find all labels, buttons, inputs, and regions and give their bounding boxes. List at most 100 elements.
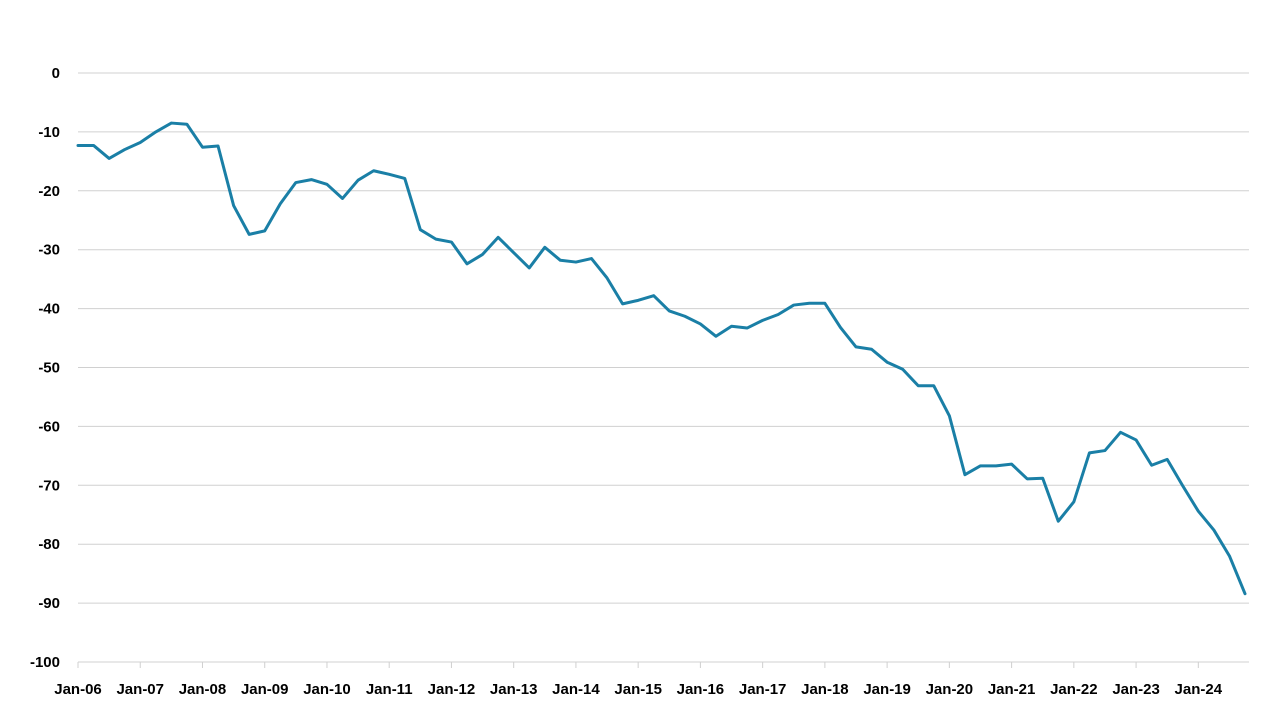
data-point [932,384,935,387]
data-point [481,253,484,256]
data-point [1088,451,1091,454]
data-point [792,304,795,307]
x-tick-label: Jan-13 [490,681,538,698]
data-point [730,325,733,328]
data-point [606,276,609,279]
y-tick-label: -80 [38,536,60,553]
y-tick-label: -90 [38,595,60,612]
y-axis-tick-labels: 0 -10 -20 -30 -40 -50 -60 -70 -80 -90 -100 [30,65,60,671]
data-point [1212,529,1215,532]
data-point [154,130,157,133]
data-point [403,177,406,180]
x-tick-label: Jan-18 [801,681,849,698]
data-point [761,319,764,322]
y-tick-label: -60 [38,418,60,435]
data-point [77,144,80,147]
data-point [450,241,453,244]
data-point [699,322,702,325]
data-point [963,473,966,476]
data-point [823,302,826,305]
data-point [248,233,251,236]
x-tick-label: Jan-08 [179,681,227,698]
data-point [543,246,546,249]
x-tick-label: Jan-16 [677,681,725,698]
data-point [1010,463,1013,466]
data-point [870,348,873,351]
data-point [217,145,220,148]
data-point [777,313,780,316]
data-point [497,236,500,239]
data-point [995,464,998,467]
x-tick-label: Jan-12 [428,681,476,698]
data-point [668,309,671,312]
data-point [839,326,842,329]
data-point [201,146,204,149]
data-point [294,181,297,184]
data-point [108,157,111,160]
data-point [372,169,375,172]
gridlines [78,72,1249,663]
data-point [123,148,126,151]
data-point [637,299,640,302]
x-tick-label: Jan-11 [366,681,413,698]
series-layer [76,121,1247,596]
data-point [855,345,858,348]
data-point [419,228,422,231]
data-point [1041,477,1044,480]
y-tick-label: -70 [38,477,60,494]
data-point [1181,484,1184,487]
x-axis-tick-labels: Jan-06 Jan-07 Jan-08 Jan-09 Jan-10 Jan-11 Jan-… [54,662,1223,698]
data-point [528,266,531,269]
y-tick-label: -20 [38,183,60,200]
x-tick-label: Jan-07 [116,681,164,698]
y-tick-label: -30 [38,242,60,259]
data-point [1244,592,1247,595]
data-point [512,251,515,254]
data-point [92,144,95,147]
data-point [1057,520,1060,523]
data-point [325,183,328,186]
data-point [1228,554,1231,557]
data-point [1197,510,1200,513]
data-point [263,229,266,232]
data-point [746,327,749,330]
x-tick-label: Jan-22 [1050,681,1098,698]
data-point [559,259,562,262]
x-tick-label: Jan-24 [1175,681,1223,698]
x-tick-label: Jan-20 [926,681,974,698]
data-point [170,122,173,125]
y-tick-label: 0 [52,65,60,82]
data-point [357,179,360,182]
data-point [341,197,344,200]
data-point [232,204,235,207]
data-point [1166,458,1169,461]
data-point [1072,500,1075,503]
x-tick-label: Jan-10 [303,681,351,698]
y-tick-label: -50 [38,360,60,377]
data-point [979,464,982,467]
x-tick-label: Jan-19 [863,681,911,698]
y-tick-label: -100 [30,654,60,671]
data-point [1135,438,1138,441]
x-tick-label: Jan-15 [614,681,662,698]
x-tick-label: Jan-14 [552,681,600,698]
data-point [310,178,313,181]
data-point [388,173,391,176]
data-point [1119,431,1122,434]
y-tick-label: -10 [38,124,60,141]
data-point [917,384,920,387]
data-point [714,335,717,338]
x-tick-label: Jan-09 [241,681,289,698]
x-tick-label: Jan-23 [1112,681,1160,698]
data-point [279,202,282,205]
data-point [1026,477,1029,480]
y-tick-label: -40 [38,301,60,318]
x-tick-label: Jan-21 [988,681,1036,698]
data-point [1103,449,1106,452]
series-line [76,121,1247,596]
data-point [590,257,593,260]
data-point [434,238,437,241]
data-point [574,261,577,264]
